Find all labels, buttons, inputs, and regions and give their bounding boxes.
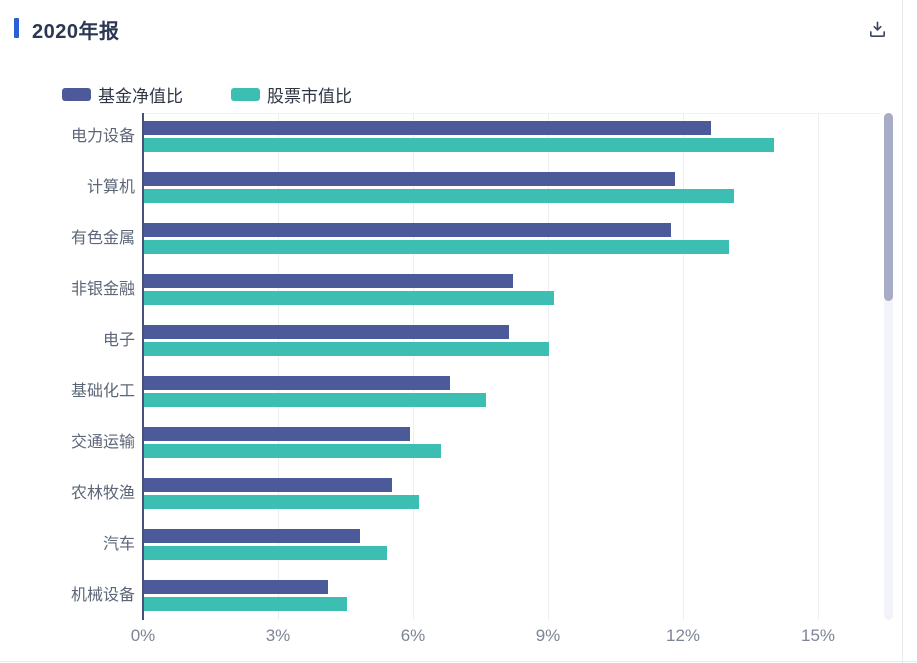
bar[interactable] xyxy=(144,223,671,237)
legend-item-fund-nav-ratio[interactable]: 基金净值比 xyxy=(62,82,183,107)
category-label: 汽车 xyxy=(102,536,135,553)
bar[interactable] xyxy=(144,529,360,543)
category-label: 机械设备 xyxy=(70,587,135,604)
panel-border-bottom xyxy=(0,661,917,662)
category-label: 电子 xyxy=(102,332,135,349)
gridline xyxy=(278,113,279,620)
x-tick-label: 6% xyxy=(400,626,426,645)
scrollbar-track[interactable] xyxy=(884,113,893,620)
chart-legend: 基金净值比 股票市值比 xyxy=(62,82,352,107)
legend-label-fund-nav-ratio: 基金净值比 xyxy=(98,87,183,106)
bar[interactable] xyxy=(144,274,513,288)
gridline xyxy=(413,113,414,620)
category-label: 农林牧渔 xyxy=(70,485,135,502)
category-label: 有色金属 xyxy=(70,230,135,247)
bar[interactable] xyxy=(144,597,347,611)
x-tick-label: 15% xyxy=(800,626,836,645)
bar[interactable] xyxy=(144,189,734,203)
bar[interactable] xyxy=(144,325,509,339)
bar[interactable] xyxy=(144,121,711,135)
bar[interactable] xyxy=(144,291,554,305)
x-tick-label: 0% xyxy=(130,626,156,645)
bar[interactable] xyxy=(144,444,441,458)
category-label: 基础化工 xyxy=(70,383,135,400)
bar[interactable] xyxy=(144,138,774,152)
x-tick-label: 9% xyxy=(535,626,561,645)
legend-item-stock-mv-ratio[interactable]: 股票市值比 xyxy=(231,82,352,107)
plot-top-gridline xyxy=(143,113,880,114)
bar[interactable] xyxy=(144,393,486,407)
bar[interactable] xyxy=(144,478,392,492)
gridline xyxy=(548,113,549,620)
bar[interactable] xyxy=(144,342,549,356)
legend-swatch-fund-nav-ratio xyxy=(62,88,91,101)
category-label: 非银金融 xyxy=(70,281,135,298)
legend-label-stock-mv-ratio: 股票市值比 xyxy=(267,87,352,106)
bar[interactable] xyxy=(144,172,675,186)
gridline xyxy=(683,113,684,620)
bar[interactable] xyxy=(144,546,387,560)
scrollbar-thumb[interactable] xyxy=(884,113,893,301)
y-axis-line xyxy=(142,113,144,620)
download-button[interactable] xyxy=(860,12,894,46)
category-label: 电力设备 xyxy=(70,128,135,145)
gridline xyxy=(818,113,819,620)
bar[interactable] xyxy=(144,495,419,509)
panel-border-right xyxy=(902,0,903,663)
title-accent-bar xyxy=(14,18,19,38)
page-title: 2020年报 xyxy=(32,21,120,43)
category-label: 计算机 xyxy=(86,179,135,196)
bar[interactable] xyxy=(144,427,410,441)
bar[interactable] xyxy=(144,240,729,254)
category-label: 交通运输 xyxy=(70,434,135,451)
bar[interactable] xyxy=(144,376,450,390)
bar[interactable] xyxy=(144,580,328,594)
x-tick-label: 12% xyxy=(665,626,701,645)
x-tick-label: 3% xyxy=(265,626,291,645)
download-icon xyxy=(869,21,885,37)
legend-swatch-stock-mv-ratio xyxy=(231,88,260,101)
